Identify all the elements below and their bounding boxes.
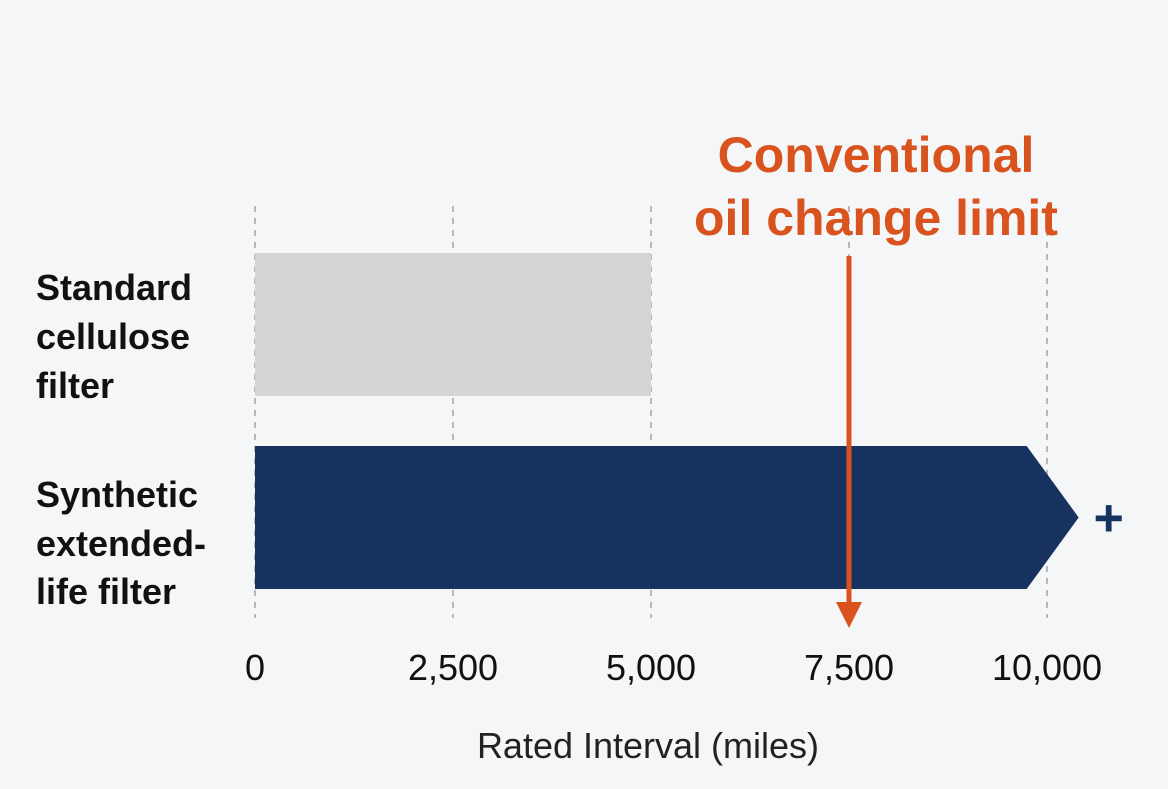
annotation: Conventional oil change limit bbox=[694, 127, 1058, 628]
open-ended-plus: + bbox=[1093, 490, 1123, 548]
x-tick-label: 7,500 bbox=[804, 647, 894, 688]
category-label: Standard bbox=[36, 267, 192, 308]
annotation-text-line: oil change limit bbox=[694, 190, 1058, 246]
category-label: cellulose bbox=[36, 316, 190, 357]
category-label: filter bbox=[36, 365, 114, 406]
bar-synthetic bbox=[255, 446, 1079, 589]
x-axis-title: Rated Interval (miles) bbox=[477, 725, 819, 766]
x-tick-label: 5,000 bbox=[606, 647, 696, 688]
category-label: extended- bbox=[36, 523, 206, 564]
category-label: life filter bbox=[36, 571, 176, 612]
bars bbox=[255, 253, 1079, 589]
annotation-arrowhead bbox=[836, 602, 862, 628]
x-tick-label: 10,000 bbox=[992, 647, 1102, 688]
annotation-text-line: Conventional bbox=[718, 127, 1035, 183]
category-label: Synthetic bbox=[36, 474, 198, 515]
labels: + Standard cellulose filter Synthetic extende… bbox=[36, 267, 1124, 766]
x-tick-label: 0 bbox=[245, 647, 265, 688]
x-tick-label: 2,500 bbox=[408, 647, 498, 688]
bar-standard bbox=[255, 253, 651, 396]
